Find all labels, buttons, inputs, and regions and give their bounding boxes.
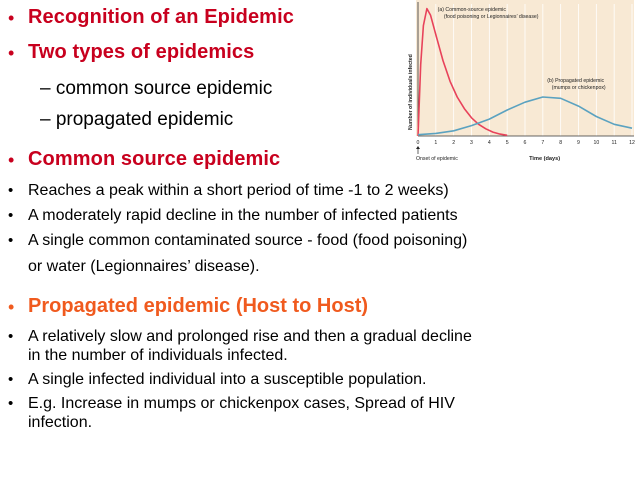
bullet-dot: •: [8, 371, 14, 388]
x-axis-label: Time (days): [529, 156, 560, 162]
series-b-label: (b) Propagated epidemic: [547, 78, 604, 84]
common-bullet-2: A moderately rapid decline in the number…: [28, 207, 458, 224]
x-tick-label: 11: [611, 140, 616, 146]
series-a-sublabel: (food poisoning or Legionnaires’ disease…: [444, 14, 539, 20]
x-tick-label: 1: [434, 140, 437, 146]
bullet-dot: •: [8, 232, 14, 249]
sub-common-source: – common source epidemic: [40, 78, 273, 99]
chart-grid: [435, 4, 633, 136]
common-bullet-3: A single common contaminated source - fo…: [28, 232, 468, 249]
x-tick-label: 2: [452, 140, 455, 146]
bullet-dot: •: [8, 8, 15, 28]
x-tick-label: 5: [506, 140, 509, 146]
sub-propagated: – propagated epidemic: [40, 109, 234, 130]
propagated-bullet-1: A relatively slow and prolonged rise and…: [28, 328, 472, 345]
x-tick-label: 0: [417, 140, 420, 146]
onset-arrow-head: [416, 146, 420, 149]
propagated-bullet-2: A single infected individual into a susc…: [28, 371, 427, 388]
x-tick-label: 7: [541, 140, 544, 146]
bullet-dot: •: [8, 182, 14, 199]
propagated-bullet-1-cont: in the number of individuals infected.: [28, 347, 288, 364]
x-onset-label: Onset of epidemic: [416, 156, 458, 162]
bullet-dot: •: [8, 395, 14, 412]
x-tick-label: 4: [488, 140, 491, 146]
series-line-1: [417, 96, 633, 136]
x-tick-label: 12: [629, 140, 635, 146]
heading-recognition: Recognition of an Epidemic: [28, 6, 294, 28]
y-axis-label: Number of individuals infected: [408, 54, 414, 130]
common-bullet-3-cont: or water (Legionnaires’ disease).: [28, 258, 260, 275]
common-bullet-1: Reaches a peak within a short period of …: [28, 182, 449, 199]
heading-types: Two types of epidemics: [28, 41, 255, 63]
x-tick-label: 6: [524, 140, 527, 146]
bullet-dot: •: [8, 43, 15, 63]
bullet-dot: •: [8, 150, 15, 170]
chart-axes: [417, 2, 634, 137]
series-b-sublabel: (mumps or chickenpox): [552, 85, 606, 91]
series-a-label: (a) Common-source epidemic: [438, 7, 507, 13]
propagated-bullet-3: E.g. Increase in mumps or chickenpox cas…: [28, 395, 455, 412]
x-tick-label: 3: [470, 140, 473, 146]
bullet-dot: •: [8, 297, 15, 317]
bullet-dot: •: [8, 207, 14, 224]
x-tick-label: 9: [577, 140, 580, 146]
heading-common-source: Common source epidemic: [28, 148, 281, 170]
bullet-dot: •: [8, 328, 14, 345]
propagated-bullet-3-cont: infection.: [28, 414, 93, 431]
x-tick-label: 10: [593, 140, 599, 146]
chart-series: [417, 7, 633, 137]
series-line-0: [417, 7, 508, 137]
x-tick-label: 8: [559, 140, 562, 146]
heading-propagated: Propagated epidemic (Host to Host): [28, 295, 369, 317]
